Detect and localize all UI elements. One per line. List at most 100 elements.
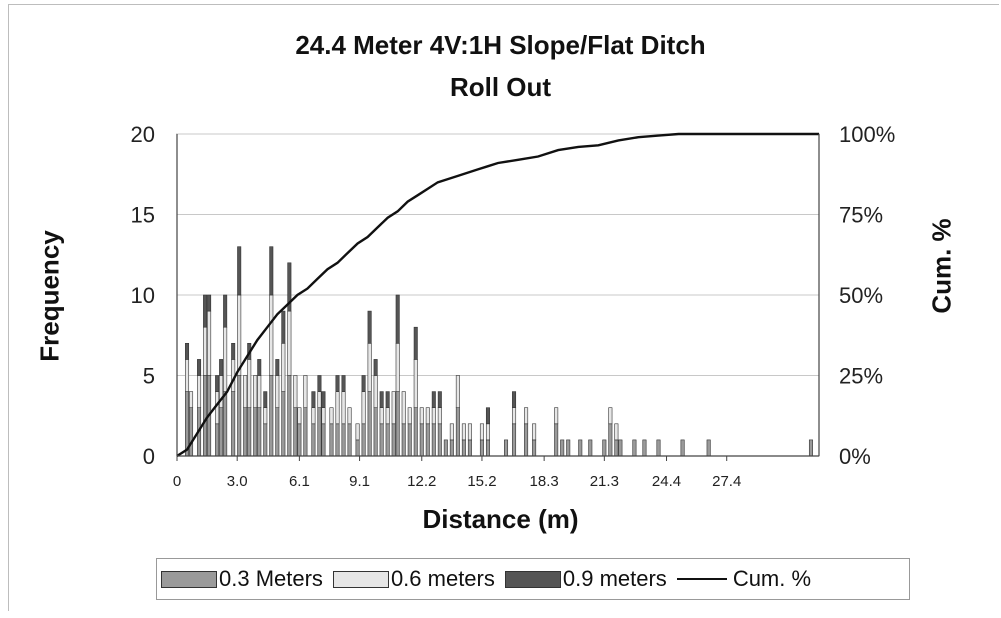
bar-segment-03 bbox=[341, 423, 346, 457]
bar-segment-03 bbox=[395, 391, 400, 457]
bar-segment-06 bbox=[287, 310, 292, 376]
bar-segment-03 bbox=[419, 423, 424, 457]
bar-segment-06 bbox=[257, 375, 262, 409]
bar-segment-06 bbox=[449, 423, 454, 441]
bar-segment-03 bbox=[297, 423, 302, 457]
bar-segment-09 bbox=[367, 310, 372, 344]
bar-segment-06 bbox=[425, 407, 430, 425]
bar-segment-06 bbox=[275, 375, 280, 409]
bar-segment-06 bbox=[237, 294, 242, 376]
chart-subtitle: Roll Out bbox=[449, 72, 552, 102]
bar-segment-06 bbox=[614, 423, 619, 441]
bar-segment-03 bbox=[614, 439, 619, 457]
bar-segment-06 bbox=[311, 407, 316, 425]
bar-segment-03 bbox=[532, 439, 537, 457]
bar-segment-09 bbox=[341, 375, 346, 392]
y2-tick-label: 50% bbox=[839, 283, 883, 308]
y-tick-label: 0 bbox=[143, 444, 155, 469]
bar-segment-03 bbox=[311, 423, 316, 457]
bar-segment-03 bbox=[608, 423, 613, 457]
bar-segment-03 bbox=[321, 423, 326, 457]
bar-segment-06 bbox=[219, 375, 224, 409]
bar-segment-06 bbox=[401, 391, 406, 425]
bar-segment-03 bbox=[485, 439, 490, 457]
bar-segment-06 bbox=[329, 407, 334, 425]
bar-segment-06 bbox=[223, 326, 228, 392]
bar-segment-09 bbox=[311, 391, 316, 409]
bar-segment-03 bbox=[243, 407, 248, 457]
x-tick-label: 18.3 bbox=[530, 473, 559, 490]
bar-segment-06 bbox=[263, 407, 268, 425]
bar-segment-03 bbox=[329, 423, 334, 457]
bar-segment-03 bbox=[602, 439, 607, 457]
bar-segment-03 bbox=[588, 439, 593, 457]
bar-segment-03 bbox=[461, 439, 466, 457]
bar-segment-03 bbox=[413, 407, 418, 457]
bar-segment-06 bbox=[269, 294, 274, 376]
bar-segment-06 bbox=[461, 423, 466, 441]
bar-segment-06 bbox=[554, 407, 559, 425]
bar-segment-09 bbox=[437, 391, 442, 409]
chart-title: 24.4 Meter 4V:1H Slope/Flat Ditch bbox=[295, 30, 706, 60]
bar-segment-03 bbox=[257, 407, 262, 457]
bar-segment-03 bbox=[347, 423, 352, 457]
bar-segment-03 bbox=[281, 391, 286, 457]
bar-segment-03 bbox=[524, 423, 529, 457]
bar-segment-03 bbox=[223, 391, 228, 457]
bar-segment-09 bbox=[237, 246, 242, 296]
bar-segment-09 bbox=[485, 407, 490, 425]
x-tick-label: 9.1 bbox=[349, 473, 370, 490]
legend-label-09: 0.9 meters bbox=[562, 566, 667, 591]
x-tick-label: 27.4 bbox=[712, 473, 741, 490]
legend-swatch-09 bbox=[504, 570, 561, 588]
bar-segment-09 bbox=[321, 391, 326, 409]
bar-segment-03 bbox=[578, 439, 583, 457]
x-tick-label: 3.0 bbox=[227, 473, 248, 490]
bar-segment-03 bbox=[437, 423, 442, 457]
y2-tick-label: 0% bbox=[839, 444, 871, 469]
bar-segment-03 bbox=[379, 423, 384, 457]
bar-segment-06 bbox=[395, 342, 400, 392]
bar-segment-06 bbox=[373, 375, 378, 409]
bar-segment-03 bbox=[361, 423, 366, 457]
legend-item-09: 0.9 meters bbox=[504, 566, 667, 592]
bar-segment-09 bbox=[219, 359, 224, 376]
bar-segment-03 bbox=[808, 439, 813, 457]
bar-segment-03 bbox=[554, 423, 559, 457]
x-tick-label: 24.4 bbox=[652, 473, 681, 490]
bar-segment-06 bbox=[431, 407, 436, 425]
bar-segment-03 bbox=[215, 423, 220, 457]
bar-segment-03 bbox=[443, 439, 448, 457]
bar-segment-03 bbox=[618, 439, 623, 457]
legend-item-03: 0.3 Meters bbox=[161, 566, 323, 592]
x-tick-label: 6.1 bbox=[289, 473, 310, 490]
bar-segment-06 bbox=[367, 342, 372, 392]
bar-segment-09 bbox=[257, 359, 262, 376]
bar-segment-03 bbox=[680, 439, 685, 457]
bar-segment-09 bbox=[413, 326, 418, 360]
bar-segment-09 bbox=[269, 246, 274, 296]
bar-segment-03 bbox=[401, 423, 406, 457]
bar-segment-09 bbox=[207, 294, 212, 312]
bar-segment-03 bbox=[425, 423, 430, 457]
bar-segment-09 bbox=[263, 391, 268, 409]
bar-segment-06 bbox=[361, 391, 366, 425]
x-tick-label: 21.3 bbox=[590, 473, 619, 490]
y-tick-label: 5 bbox=[143, 364, 155, 389]
y2-tick-label: 75% bbox=[839, 203, 883, 228]
bar-segment-06 bbox=[355, 423, 360, 441]
bar-segment-06 bbox=[341, 391, 346, 425]
bar-segment-06 bbox=[321, 407, 326, 425]
bar-segment-03 bbox=[373, 407, 378, 457]
chart-frame bbox=[8, 4, 999, 611]
cumulative-line bbox=[176, 132, 819, 458]
legend-label-cum: Cum. % bbox=[732, 566, 812, 591]
bar-segment-06 bbox=[281, 342, 286, 392]
bar-segment-03 bbox=[467, 439, 472, 457]
bar-segment-06 bbox=[532, 423, 537, 441]
bar-segment-03 bbox=[642, 439, 647, 457]
bar-segment-09 bbox=[215, 375, 220, 392]
bar-segment-09 bbox=[231, 342, 236, 360]
bar-segment-03 bbox=[253, 407, 258, 457]
bar-segment-03 bbox=[231, 391, 236, 457]
